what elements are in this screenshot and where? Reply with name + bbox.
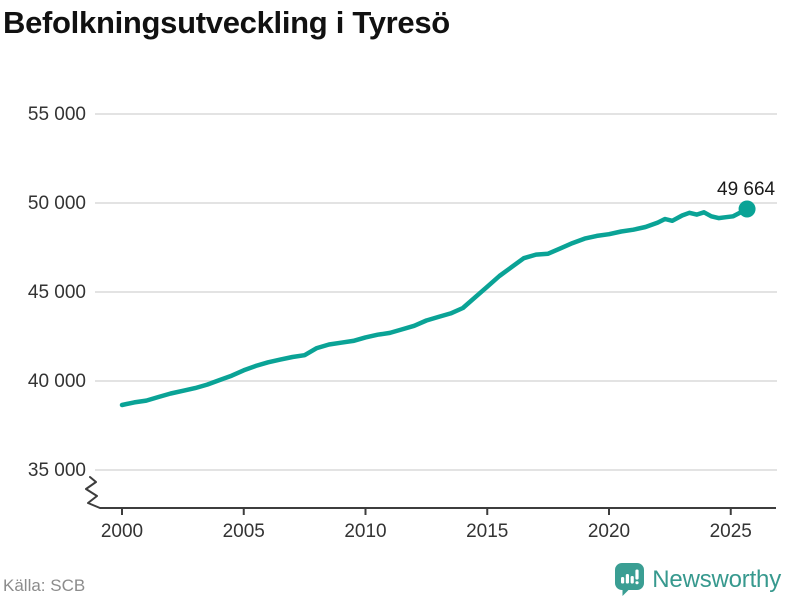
newsworthy-logo-text: Newsworthy [652,566,781,593]
end-point-marker [738,200,756,218]
x-tick-label: 2020 [588,521,630,542]
x-tick-label: 2025 [710,521,752,542]
newsworthy-logo-icon [615,563,645,596]
source-caption: Källa: SCB [3,576,86,595]
end-value-label: 49 664 [717,179,776,200]
y-tick-label: 55 000 [28,104,86,125]
newsworthy-logo: Newsworthy [615,563,781,597]
chart-title: Befolkningsutveckling i Tyresö [3,5,450,40]
y-tick-label: 35 000 [28,460,86,481]
y-tick-label: 45 000 [28,282,86,303]
x-tick-label: 2010 [344,521,386,542]
x-tick-label: 2015 [466,521,508,542]
y-tick-label: 40 000 [28,371,86,392]
axis-break-icon [85,476,101,509]
population-line [119,206,750,408]
x-tick-label: 2000 [101,521,143,542]
y-tick-label: 50 000 [28,193,86,214]
x-tick-label: 2005 [223,521,265,542]
